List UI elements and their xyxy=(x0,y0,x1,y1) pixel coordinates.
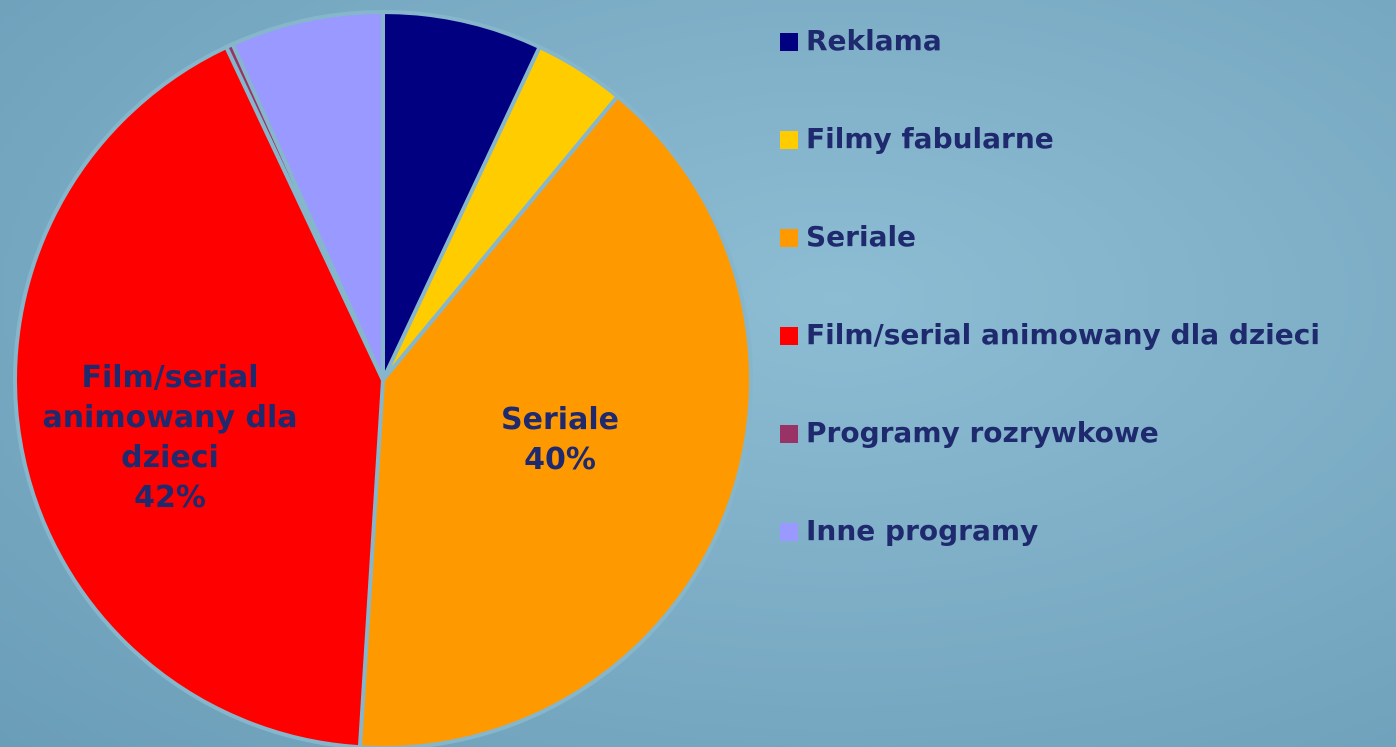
pie-slice xyxy=(229,9,385,381)
legend-label: Reklama xyxy=(806,24,942,57)
slice-label-value: 40% xyxy=(524,442,596,477)
pie-slice xyxy=(357,93,753,747)
slice-label: Seriale 40% xyxy=(430,400,690,480)
legend-label: Inne programy xyxy=(806,514,1038,547)
pie-slice xyxy=(13,44,386,747)
legend-swatch xyxy=(780,33,798,51)
legend-label: Programy rozrywkowe xyxy=(806,416,1159,449)
legend-swatch xyxy=(780,327,798,345)
legend-swatch xyxy=(780,131,798,149)
pie-slice xyxy=(381,9,543,381)
slice-label: Film/serial animowany dla dzieci 42% xyxy=(20,358,320,518)
legend-label: Filmy fabularne xyxy=(806,122,1054,155)
legend-label: Film/serial animowany dla dzieci xyxy=(806,318,1320,351)
legend-swatch xyxy=(780,523,798,541)
slice-label-name: Seriale xyxy=(501,402,619,437)
slice-label-value: 42% xyxy=(134,480,206,515)
legend-label: Seriale xyxy=(806,220,916,253)
slice-label-name: Film/serial animowany dla dzieci xyxy=(42,360,298,475)
legend-swatch xyxy=(780,425,798,443)
legend-swatch xyxy=(780,229,798,247)
